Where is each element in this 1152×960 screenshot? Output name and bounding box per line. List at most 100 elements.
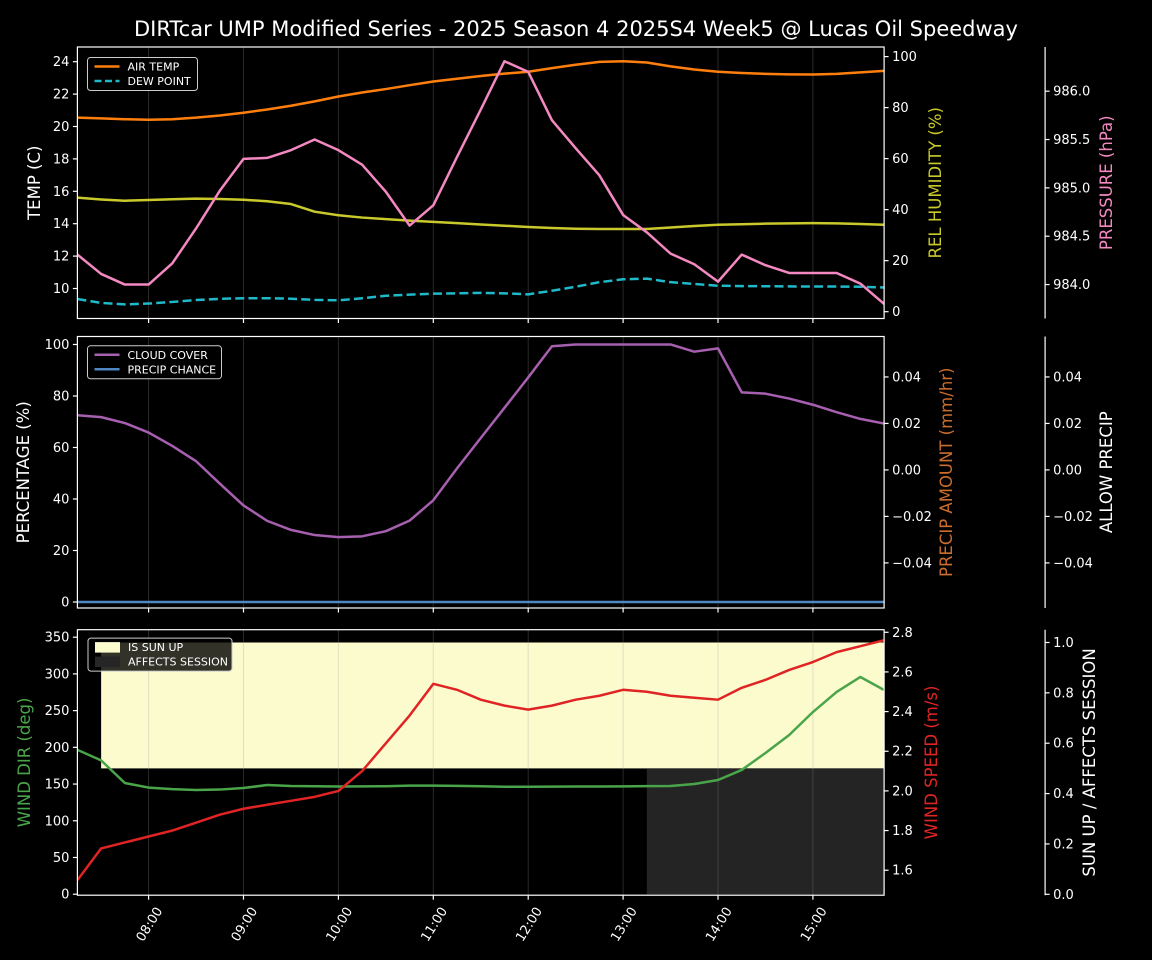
x-tick-label: 15:00 bbox=[798, 905, 831, 945]
y-tick-label: 16 bbox=[53, 185, 70, 200]
y-tick-label: 0.04 bbox=[892, 370, 921, 385]
legend-label: AFFECTS SESSION bbox=[128, 656, 228, 669]
y-tick-label: 1.6 bbox=[892, 864, 913, 879]
y-tick-label: 100 bbox=[45, 338, 70, 353]
cloud-precip-panel: 0 20 40 60 80 100 −0.04 −0.02 0.00 0.02 0.04 −0.04 −… bbox=[14, 335, 1116, 613]
y-tick-label: 20 bbox=[53, 544, 70, 559]
x-tick-label: 14:00 bbox=[703, 905, 736, 945]
y-tick-label: 60 bbox=[892, 152, 909, 167]
y-tick-label: 984.5 bbox=[1053, 230, 1090, 245]
y-tick-label: 40 bbox=[892, 203, 909, 218]
axis-label-right1: REL HUMIDITY (%) bbox=[926, 107, 945, 258]
y-tick-label: 0 bbox=[61, 595, 69, 610]
y-tick-label: 1.0 bbox=[1053, 636, 1074, 651]
legend-label: CLOUD COVER bbox=[128, 349, 209, 362]
y-tick-label: 22 bbox=[53, 88, 70, 103]
axis-label-left: TEMP (C) bbox=[25, 146, 44, 221]
y-tick-label: 0 bbox=[892, 305, 900, 320]
y-tick-label: 0.2 bbox=[1053, 837, 1074, 852]
panel-border bbox=[76, 629, 885, 896]
legend-label: AIR TEMP bbox=[128, 61, 180, 74]
legend-swatch-affects-session bbox=[95, 656, 120, 668]
legend-swatch-is-sun-up bbox=[95, 642, 120, 653]
axis-label-right2: SUN UP / AFFECTS SESSION bbox=[1080, 648, 1099, 876]
wind-speed-line bbox=[77, 638, 885, 881]
y-tick-label: 985.0 bbox=[1053, 181, 1090, 196]
legend-label: PRECIP CHANCE bbox=[128, 363, 217, 376]
rel-humidity-line bbox=[77, 196, 885, 231]
y-tick-label: 50 bbox=[53, 851, 70, 866]
panel-border bbox=[76, 335, 885, 609]
y-tick-label: 14 bbox=[53, 217, 70, 232]
y-tick-label: −0.04 bbox=[892, 556, 932, 571]
y-tick-label: 40 bbox=[53, 492, 70, 507]
y-tick-label: 0.02 bbox=[1053, 417, 1082, 432]
axis-label-right1: PRECIP AMOUNT (mm/hr) bbox=[937, 368, 956, 578]
y-tick-label: 0.0 bbox=[1053, 888, 1074, 903]
y-tick-label: 2.4 bbox=[892, 705, 913, 720]
y-tick-label: 80 bbox=[892, 101, 909, 116]
axis-label-left: PERCENTAGE (%) bbox=[14, 401, 33, 543]
axis-label-right2: ALLOW PRECIP bbox=[1097, 411, 1116, 533]
x-tick-label: 11:00 bbox=[418, 905, 451, 945]
cloud-precip-panel-data bbox=[77, 336, 885, 608]
y-tick-label: 350 bbox=[45, 631, 70, 646]
dew-point-line bbox=[77, 277, 885, 306]
panel-border bbox=[76, 46, 885, 320]
y-tick-label: 0.8 bbox=[1053, 686, 1074, 701]
y-tick-label: 20 bbox=[892, 254, 909, 269]
y-tick-label: 80 bbox=[53, 389, 70, 404]
wind-sun-panel-data bbox=[77, 629, 885, 896]
chart-title: DIRTcar UMP Modified Series - 2025 Seaso… bbox=[134, 17, 1018, 41]
axis-label-right2: PRESSURE (hPa) bbox=[1097, 115, 1116, 250]
y-tick-label: 12 bbox=[53, 250, 70, 265]
y-tick-label: 2.2 bbox=[892, 745, 913, 760]
affects-session-band bbox=[646, 768, 885, 895]
y-tick-label: 984.0 bbox=[1053, 278, 1090, 293]
y-tick-label: 2.8 bbox=[892, 626, 913, 641]
x-tick-label: 09:00 bbox=[229, 905, 262, 945]
temperature-panel: 10 12 14 16 18 20 22 24 0 20 40 60 80 100 984.0 984.5 98… bbox=[25, 46, 1116, 323]
y-tick-label: 100 bbox=[45, 814, 70, 829]
wind-sun-panel: 0 50 100 150 200 250 300 350 1.6 1.8 2.0 2.2 2.4 2.6 2… bbox=[15, 626, 1099, 945]
y-tick-label: −0.04 bbox=[1053, 556, 1093, 571]
wind-dir-line bbox=[77, 675, 885, 792]
axis-label-right1: WIND SPEED (m/s) bbox=[922, 686, 941, 840]
y-tick-label: 200 bbox=[45, 741, 70, 756]
y-tick-label: 300 bbox=[45, 667, 70, 682]
x-tick-label: 13:00 bbox=[608, 905, 641, 945]
cloud-cover-line bbox=[77, 343, 885, 539]
y-tick-label: 2.6 bbox=[892, 665, 913, 680]
y-tick-label: −0.02 bbox=[1053, 510, 1093, 525]
y-tick-label: 18 bbox=[53, 152, 70, 167]
x-tick-label: 12:00 bbox=[513, 905, 546, 945]
legend: IS SUN UP AFFECTS SESSION bbox=[87, 637, 233, 672]
y-tick-label: 0 bbox=[61, 888, 69, 903]
y-tick-label: 0.04 bbox=[1053, 370, 1082, 385]
x-tick-label: 08:00 bbox=[134, 905, 167, 945]
y-tick-label: 150 bbox=[45, 778, 70, 793]
air-temp-line bbox=[77, 59, 885, 121]
y-tick-label: 0.02 bbox=[892, 417, 921, 432]
y-tick-label: 985.5 bbox=[1053, 133, 1090, 148]
y-tick-label: −0.02 bbox=[892, 510, 932, 525]
y-tick-label: 0.4 bbox=[1053, 787, 1074, 802]
legend-label: IS SUN UP bbox=[128, 641, 184, 654]
y-tick-label: 0.6 bbox=[1053, 737, 1074, 752]
y-tick-label: 1.8 bbox=[892, 824, 913, 839]
axis-label-left: WIND DIR (deg) bbox=[15, 698, 34, 828]
y-tick-label: 100 bbox=[892, 50, 917, 65]
y-tick-label: 20 bbox=[53, 120, 70, 135]
y-tick-label: 250 bbox=[45, 704, 70, 719]
y-tick-label: 0.00 bbox=[1053, 463, 1082, 478]
y-tick-label: 24 bbox=[53, 55, 70, 70]
y-tick-label: 60 bbox=[53, 441, 70, 456]
legend-label: DEW POINT bbox=[128, 75, 192, 88]
y-tick-label: 10 bbox=[53, 282, 70, 297]
y-tick-label: 0.00 bbox=[892, 463, 921, 478]
legend-box bbox=[87, 345, 222, 380]
